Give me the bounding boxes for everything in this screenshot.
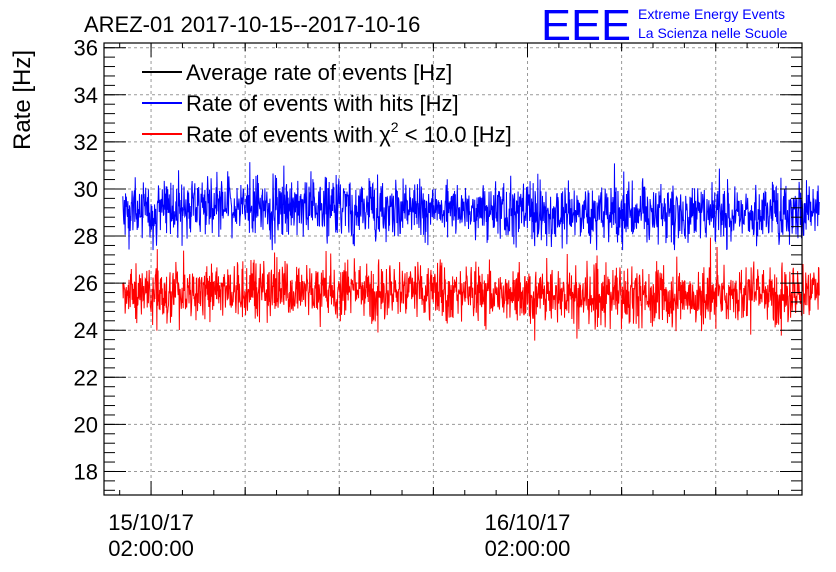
logo-mark: EEE [541,1,631,50]
y-tick-label: 30 [74,177,98,202]
series-layer [122,162,820,341]
legend-label-hits: Rate of events with hits [Hz] [186,91,459,116]
y-tick-label: 24 [74,318,98,343]
legend: Average rate of events [Hz] Rate of even… [142,60,512,147]
legend-chi2-symbol: χ [379,122,391,147]
y-tick-labels: 18 20 22 24 26 28 30 32 34 36 [74,36,98,485]
x-tick-label-time: 02:00:00 [108,536,194,561]
y-axis-label: Rate [Hz] [9,50,36,150]
y-tick-label: 20 [74,412,98,437]
y-tick-label: 28 [74,224,98,249]
chart-title: AREZ-01 2017-10-15--2017-10-16 [84,12,420,37]
legend-chi2-sup: 2 [391,119,399,135]
legend-label-chi2: Rate of events with χ2 < 10.0 [Hz] [186,119,512,147]
ticks [104,43,802,495]
x-tick-label-time: 02:00:00 [485,536,571,561]
y-tick-label: 32 [74,130,98,155]
plot-frame [103,42,803,496]
y-tick-label: 22 [74,365,98,390]
legend-chi2-suffix: < 10.0 [Hz] [399,122,512,147]
y-tick-label: 34 [74,83,98,108]
logo-line1: Extreme Energy Events [638,6,785,22]
legend-label-average: Average rate of events [Hz] [186,60,452,85]
series-hits-line [122,162,820,251]
y-tick-label: 26 [74,271,98,296]
y-tick-label: 36 [74,36,98,61]
x-tick-label-date: 15/10/17 [108,510,194,535]
legend-chi2-prefix: Rate of events with [186,122,379,147]
logo-line2: La Scienza nelle Scuole [638,25,788,41]
eee-logo: EEE Extreme Energy Events La Scienza nel… [541,1,788,50]
x-tick-label-date: 16/10/17 [485,510,571,535]
y-tick-label: 18 [74,459,98,484]
series-chi2-line [122,237,820,341]
